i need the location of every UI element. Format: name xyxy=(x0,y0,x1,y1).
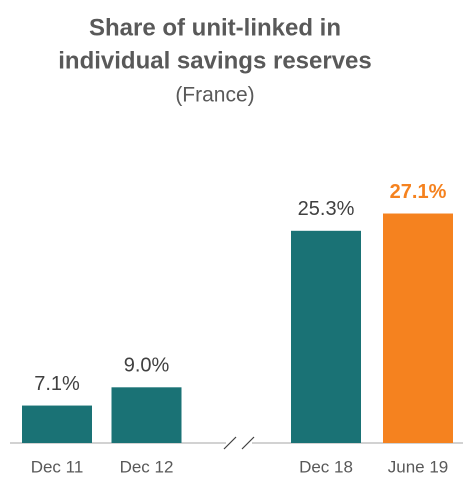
bar xyxy=(291,230,361,443)
chart-title: Share of unit-linked in xyxy=(89,14,341,41)
x-tick-label: Dec 18 xyxy=(299,457,353,476)
value-label: 25.3% xyxy=(298,198,355,220)
axis-break xyxy=(223,436,237,450)
axis-break-gap xyxy=(226,434,252,452)
value-label: 7.1% xyxy=(34,373,80,395)
x-tick-label: June 19 xyxy=(388,457,449,476)
axis-break xyxy=(241,436,255,450)
chart-subtitle: (France) xyxy=(175,84,254,107)
bar xyxy=(111,387,182,443)
chart-title: individual savings reserves xyxy=(58,47,372,74)
value-label: 27.1% xyxy=(390,181,447,203)
x-tick-label: Dec 12 xyxy=(120,457,174,476)
bar xyxy=(22,405,92,443)
bar xyxy=(383,213,453,443)
value-label: 9.0% xyxy=(124,355,170,377)
x-tick-label: Dec 11 xyxy=(31,457,84,476)
